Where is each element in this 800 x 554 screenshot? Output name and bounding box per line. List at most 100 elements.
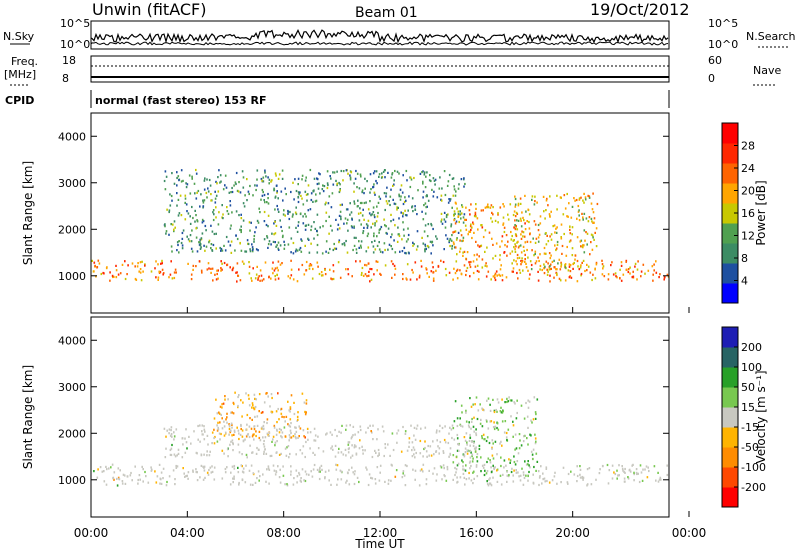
echo-cell bbox=[376, 244, 379, 247]
time-x-label: Time UT bbox=[354, 537, 405, 551]
echo-cell bbox=[534, 200, 536, 203]
nsky-trace bbox=[90, 29, 669, 44]
echo-cell bbox=[560, 481, 562, 484]
echo-cell bbox=[574, 254, 577, 257]
echo-cell bbox=[199, 244, 202, 247]
echo-cell bbox=[198, 241, 200, 244]
echo-cell bbox=[255, 434, 257, 438]
echo-cell bbox=[278, 173, 281, 176]
echo-cell bbox=[230, 240, 233, 243]
echo-cell bbox=[253, 238, 255, 241]
echo-cell bbox=[587, 220, 590, 223]
echo-cell bbox=[124, 260, 126, 263]
echo-cell bbox=[489, 461, 492, 464]
echo-cell bbox=[365, 466, 367, 469]
echo-cell bbox=[289, 410, 291, 413]
echo-cell bbox=[527, 406, 530, 409]
echo-cell bbox=[221, 262, 223, 265]
echo-cell bbox=[296, 415, 299, 418]
echo-cell bbox=[524, 194, 526, 197]
echo-cell bbox=[215, 247, 217, 250]
echo-cell bbox=[211, 442, 213, 445]
echo-cell bbox=[475, 207, 477, 210]
echo-cell bbox=[198, 260, 201, 263]
echo-cell bbox=[203, 465, 206, 468]
echo-cell bbox=[290, 394, 293, 397]
echo-cell bbox=[353, 202, 356, 205]
echo-cell bbox=[240, 230, 242, 234]
echo-cell bbox=[400, 450, 403, 453]
echo-cell bbox=[346, 218, 349, 221]
echo-cell bbox=[169, 204, 172, 207]
echo-cell bbox=[439, 440, 442, 444]
echo-cell bbox=[276, 204, 278, 208]
echo-cell bbox=[226, 421, 228, 424]
echo-cell bbox=[460, 212, 463, 215]
echo-cell bbox=[142, 480, 144, 483]
echo-cell bbox=[351, 275, 353, 278]
echo-cell bbox=[277, 248, 280, 251]
echo-cell bbox=[113, 478, 115, 481]
echo-cell bbox=[555, 247, 558, 250]
echo-cell bbox=[314, 453, 316, 456]
echo-cell bbox=[174, 455, 177, 458]
echo-cell bbox=[514, 219, 516, 222]
echo-cell bbox=[199, 241, 201, 244]
echo-cell bbox=[283, 416, 285, 419]
echo-cell bbox=[159, 482, 161, 485]
echo-cell bbox=[543, 210, 545, 213]
echo-cell bbox=[214, 201, 217, 204]
echo-cell bbox=[235, 182, 237, 186]
echo-cell bbox=[539, 268, 541, 271]
echo-cell bbox=[471, 236, 473, 240]
cpid-strip: CPID normal (fast stereo) 153 RF bbox=[5, 90, 670, 108]
echo-cell bbox=[450, 428, 453, 431]
echo-cell bbox=[290, 237, 293, 240]
echo-cell bbox=[420, 427, 422, 430]
echo-cell bbox=[501, 274, 504, 277]
echo-cell bbox=[455, 238, 458, 241]
echo-cell bbox=[442, 260, 445, 264]
echo-cell bbox=[236, 271, 238, 274]
echo-cell bbox=[438, 430, 441, 433]
echo-cell bbox=[520, 251, 523, 254]
echo-cell bbox=[275, 184, 278, 187]
echo-cell bbox=[295, 189, 298, 193]
echo-cell bbox=[456, 207, 458, 210]
echo-cell bbox=[192, 264, 195, 267]
echo-cell bbox=[316, 261, 319, 264]
echo-cell bbox=[490, 204, 493, 207]
echo-cell bbox=[209, 184, 212, 187]
colorbar-tick-label: 15 bbox=[741, 401, 755, 414]
echo-cell bbox=[172, 469, 175, 472]
echo-cell bbox=[478, 270, 480, 273]
echo-cell bbox=[514, 233, 517, 236]
echo-cell bbox=[274, 275, 276, 278]
echo-cell bbox=[308, 251, 311, 254]
echo-cell bbox=[250, 277, 252, 280]
echo-cell bbox=[415, 451, 417, 455]
echo-cell bbox=[409, 185, 412, 189]
echo-cell bbox=[458, 449, 460, 452]
echo-cell bbox=[188, 174, 191, 177]
echo-cell bbox=[343, 242, 345, 245]
echo-cell bbox=[432, 277, 435, 280]
echo-cell bbox=[432, 195, 435, 198]
echo-cell bbox=[173, 453, 176, 456]
echo-cell bbox=[537, 256, 539, 259]
echo-cell bbox=[375, 220, 378, 223]
echo-cell bbox=[507, 240, 509, 243]
echo-cell bbox=[261, 194, 264, 197]
echo-cell bbox=[521, 230, 523, 233]
echo-cell bbox=[268, 431, 271, 434]
echo-cell bbox=[440, 466, 443, 469]
echo-cell bbox=[396, 170, 399, 173]
echo-cell bbox=[458, 443, 460, 446]
echo-cell bbox=[170, 426, 173, 429]
echo-cell bbox=[289, 277, 291, 280]
echo-cell bbox=[344, 448, 347, 451]
echo-cell bbox=[248, 192, 250, 196]
echo-cell bbox=[273, 426, 276, 429]
echo-cell bbox=[176, 176, 178, 180]
echo-cell bbox=[491, 237, 493, 240]
